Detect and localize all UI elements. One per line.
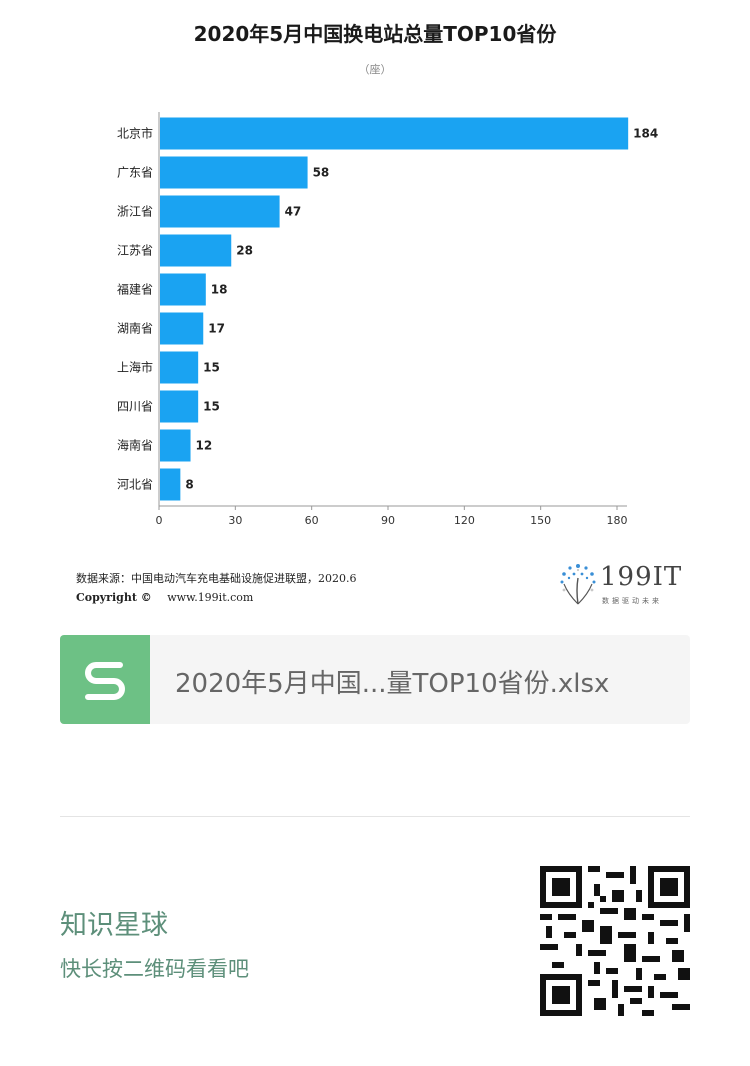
bar [160, 156, 308, 189]
x-tick-label: 150 [530, 514, 551, 527]
bar [160, 312, 204, 345]
section-divider [60, 816, 690, 817]
category-label: 浙江省 [117, 205, 153, 219]
x-tick-label: 30 [228, 514, 242, 527]
bar [160, 351, 199, 384]
category-label: 广东省 [117, 166, 153, 180]
brand-logo: 199IT 数据驱动未来 [556, 560, 686, 610]
promo-title: 知识星球 [60, 910, 168, 941]
data-label: 58 [313, 166, 330, 180]
data-label: 15 [203, 400, 220, 414]
copyright-line: Copyright © www.199it.com [76, 591, 253, 604]
data-label: 17 [208, 322, 225, 336]
category-label: 湖南省 [117, 321, 153, 336]
data-label: 18 [211, 283, 228, 297]
copyright-label: Copyright © [76, 591, 152, 604]
category-label: 上海市 [117, 360, 153, 375]
data-label: 184 [633, 127, 658, 141]
bar [160, 429, 191, 462]
category-label: 四川省 [117, 400, 153, 414]
copyright-url[interactable]: www.199it.com [167, 591, 254, 604]
data-label: 12 [196, 439, 213, 453]
x-tick-label: 0 [156, 514, 163, 527]
category-label: 北京市 [117, 126, 153, 141]
bar [160, 468, 181, 501]
x-tick-label: 60 [305, 514, 319, 527]
x-tick-label: 90 [381, 514, 395, 527]
logo-tagline: 数据驱动未来 [602, 597, 662, 605]
data-label: 28 [236, 244, 253, 258]
bar [160, 234, 232, 267]
promo-subtitle: 快长按二维码看看吧 [60, 957, 249, 981]
category-label: 海南省 [117, 438, 153, 453]
bar [160, 195, 280, 228]
x-tick-label: 180 [607, 514, 628, 527]
data-label: 47 [285, 205, 302, 219]
logo-text: 199IT [600, 562, 683, 592]
spreadsheet-s-icon [60, 635, 150, 724]
dandelion-logo-icon [560, 564, 596, 605]
data-source: 数据来源：中国电动汽车充电基础设施促进联盟，2020.6 [76, 572, 357, 585]
file-name: 2020年5月中国...量TOP10省份.xlsx [175, 669, 610, 699]
data-label: 15 [203, 361, 220, 375]
bar [160, 273, 206, 306]
bar [160, 117, 629, 150]
qr-code-icon[interactable] [540, 866, 690, 1016]
data-label: 8 [185, 478, 193, 492]
category-label: 江苏省 [117, 244, 153, 258]
chart-title: 2020年5月中国换电站总量TOP10省份 [193, 22, 557, 46]
category-label: 河北省 [117, 478, 153, 492]
category-label: 福建省 [117, 282, 153, 297]
bar [160, 390, 199, 423]
chart-unit: （座） [358, 63, 392, 76]
file-attachment-card[interactable]: 2020年5月中国...量TOP10省份.xlsx [60, 635, 690, 724]
x-tick-label: 120 [454, 514, 475, 527]
bar-chart: 0 30 60 90 120 150 180 北京市 184 广东省 58 浙江省 47 江苏省 28 福建省… [117, 112, 658, 527]
